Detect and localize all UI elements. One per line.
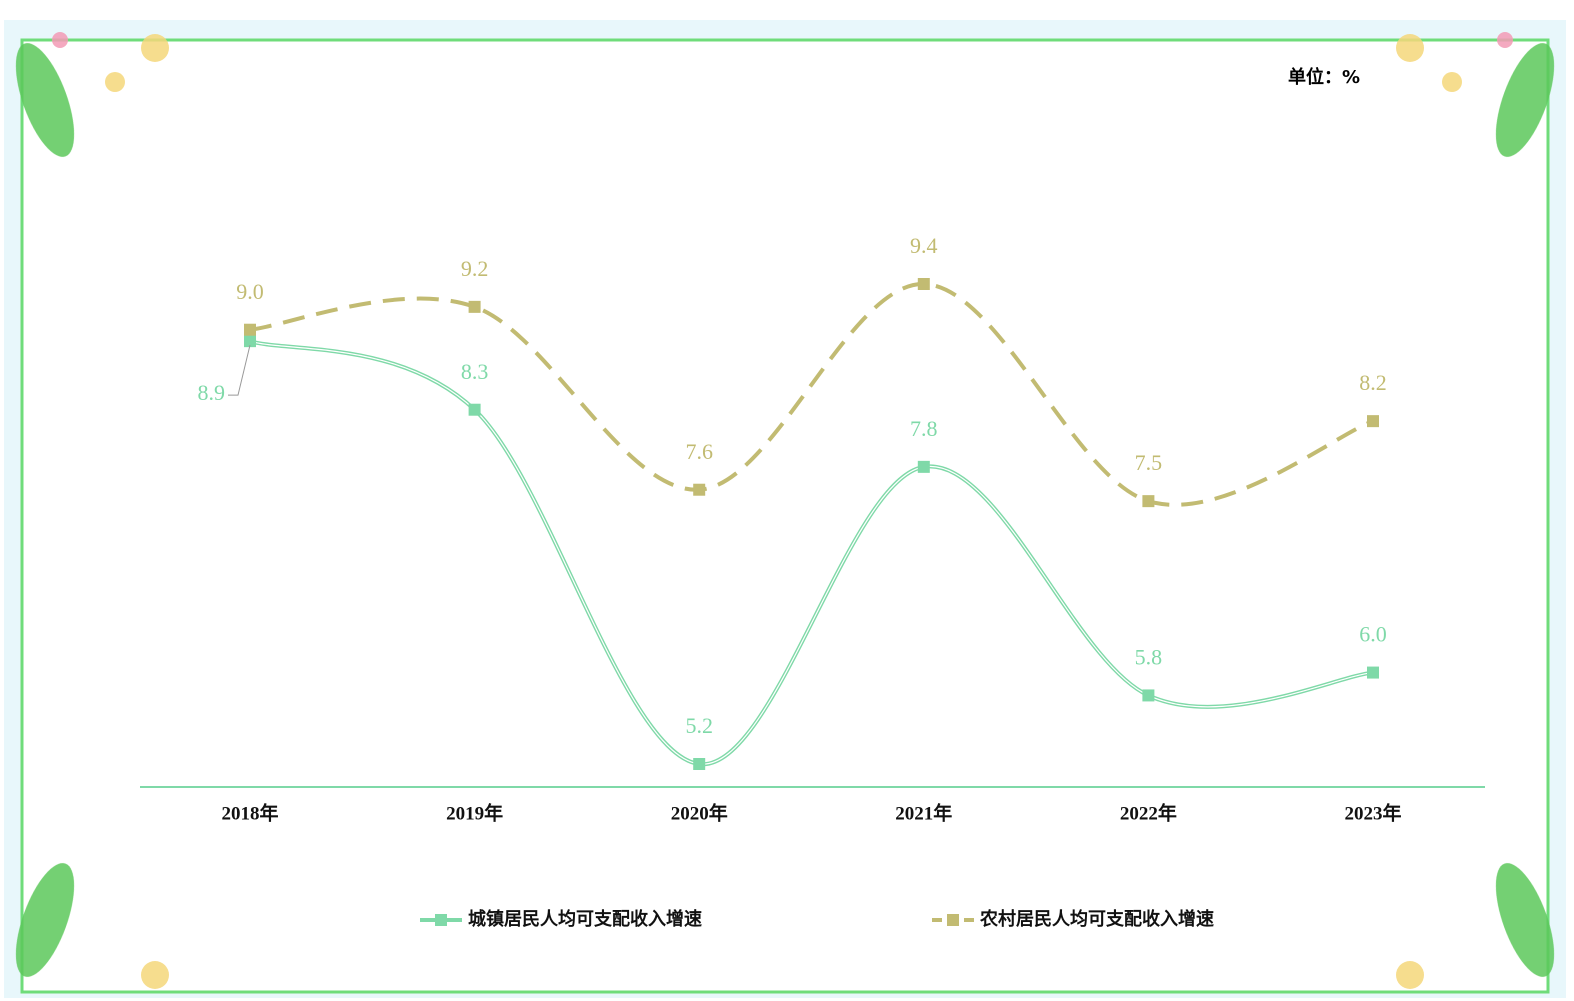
point-marker: [468, 403, 481, 416]
legend-marker: [435, 914, 447, 926]
value-label: 7.5: [1135, 450, 1163, 475]
x-tick-label: 2020年: [671, 801, 728, 824]
point-marker: [244, 323, 256, 336]
value-label: 9.2: [461, 256, 489, 281]
value-label: 7.6: [685, 439, 713, 464]
point-marker: [1142, 495, 1155, 508]
legend-label: 城镇居民人均可支配收入增速: [468, 908, 702, 930]
x-tick-label: 2018年: [221, 801, 278, 824]
point-marker: [693, 758, 706, 770]
unit-label: 单位：%: [1288, 66, 1360, 88]
value-label: 6.0: [1359, 622, 1387, 647]
point-marker: [1367, 415, 1379, 428]
x-tick-label: 2021年: [895, 801, 952, 824]
point-marker: [693, 483, 706, 496]
value-label: 8.3: [461, 359, 489, 384]
value-label: 8.9: [198, 380, 226, 405]
value-label: 5.8: [1135, 644, 1163, 669]
point-marker: [917, 278, 930, 290]
point-marker: [468, 300, 481, 313]
point-marker: [1367, 666, 1379, 679]
x-tick-label: 2023年: [1344, 801, 1401, 824]
legend-label: 农村居民人均可支配收入增速: [979, 908, 1214, 930]
point-marker: [244, 335, 256, 348]
x-tick-label: 2022年: [1120, 801, 1177, 824]
value-label: 7.8: [910, 416, 938, 441]
legend-marker: [947, 914, 959, 926]
x-tick-label: 2019年: [446, 801, 503, 824]
point-marker: [1142, 689, 1155, 702]
leader-line: [228, 345, 251, 396]
frame: [20, 38, 1550, 994]
value-label: 9.0: [236, 279, 264, 304]
point-marker: [917, 460, 930, 473]
value-label: 5.2: [685, 713, 713, 738]
corner-decor: [15, 32, 1555, 989]
series-line: [249, 281, 1374, 507]
value-label: 9.4: [910, 233, 938, 258]
value-label: 8.2: [1359, 370, 1387, 395]
